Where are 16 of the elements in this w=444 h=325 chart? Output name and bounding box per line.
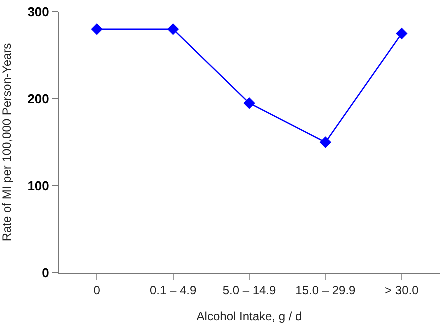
y-axis-title: Rate of MI per 100,000 Person-Years [0,43,14,242]
x-tick-label: 0.1 – 4.9 [150,283,197,298]
y-tick-label: 200 [28,92,50,107]
point [244,98,256,110]
point [167,24,180,36]
point [91,24,103,36]
y-tick-label: 100 [28,178,50,194]
y-tick-label: 0 [42,266,50,281]
y-tick-label: 300 [28,4,50,20]
x-axis-title: Alcohol Intake, g / d [196,309,302,324]
x-tick-label: 5.0 – 14.9 [222,283,277,298]
x-tick-label: > 30.0 [385,283,420,298]
x-tick-label: 15.0 – 29.9 [296,283,356,298]
point [396,28,408,40]
point [320,136,332,148]
x-tick-label: 0 [94,283,101,298]
